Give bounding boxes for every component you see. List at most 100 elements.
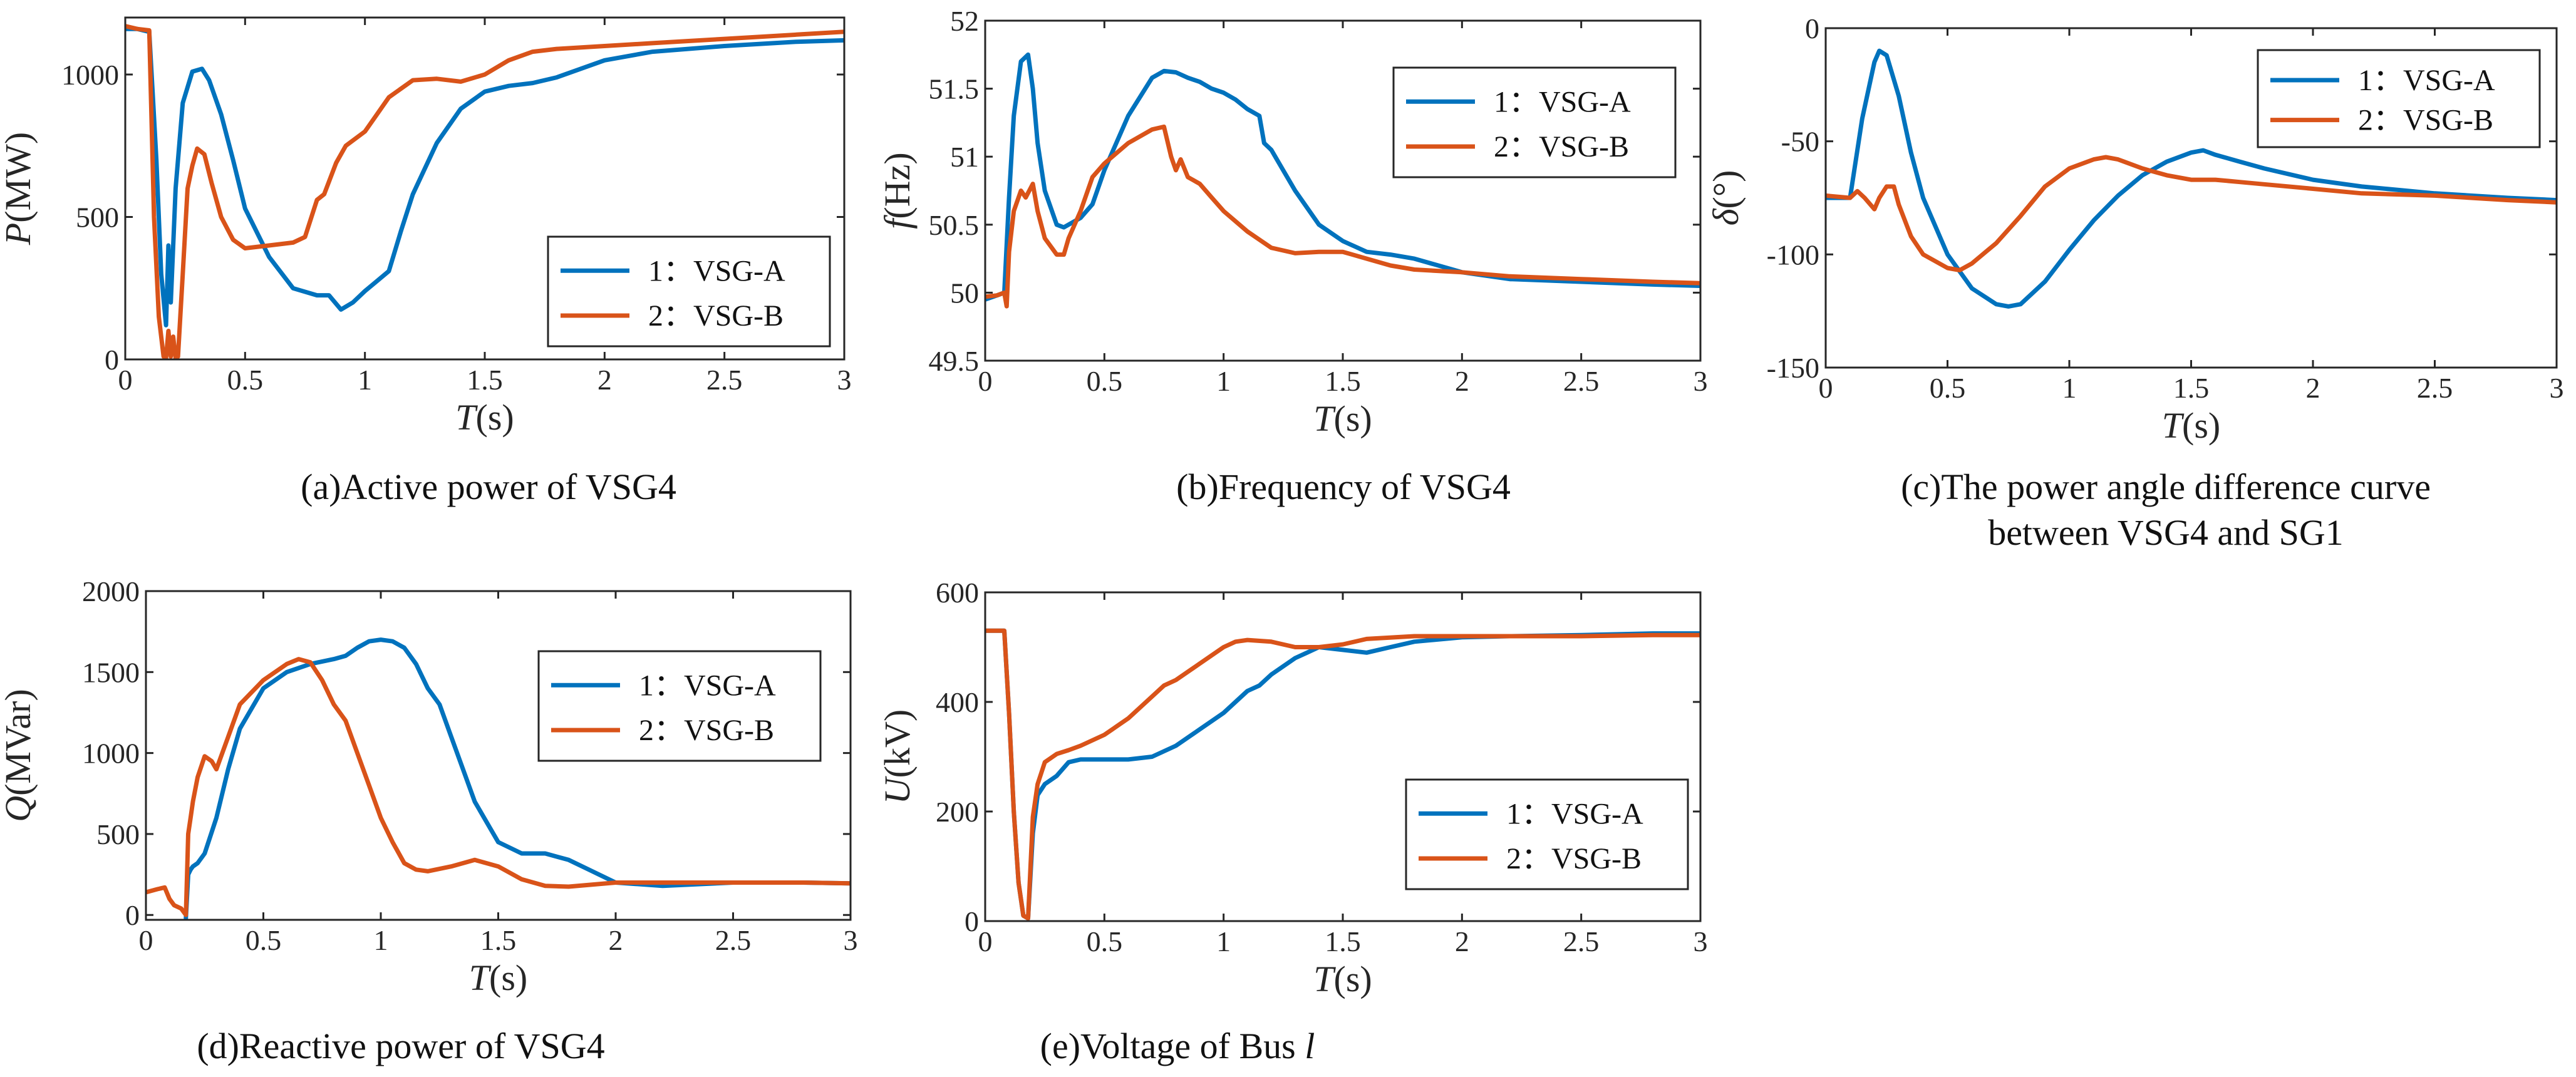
- x-tick-label: 0: [978, 365, 993, 397]
- x-axis-label: T(s): [455, 397, 514, 438]
- y-tick-label: -50: [1781, 126, 1819, 158]
- y-tick-label: 200: [936, 796, 979, 828]
- x-tick-label: 2.5: [706, 364, 743, 396]
- series-line-vsg-b: [1826, 155, 2557, 273]
- x-tick-label: 1: [358, 364, 372, 396]
- x-tick-label: 0: [139, 924, 153, 956]
- legend-label: 2：VSG-B: [639, 714, 774, 747]
- x-axis-label: T(s): [469, 957, 527, 998]
- chart-d-reactive-power: 0 0.5 1 1.5 2 2.5 3 0 500 1000 1500 2000 T(s) Q(MVar)…: [0, 575, 858, 1066]
- legend-label: 1：VSG-A: [2358, 64, 2495, 97]
- x-tick-label: 2.5: [715, 924, 752, 956]
- y-tick-label: 50.5: [929, 209, 980, 241]
- x-tick-label: 1: [1216, 925, 1231, 957]
- x-axis-label: T(s): [1313, 959, 1372, 999]
- x-axis-label: T(s): [1313, 398, 1372, 439]
- x-tick-label: 3: [1694, 925, 1708, 957]
- x-tick-label: 2.5: [1563, 365, 1600, 397]
- y-tick-label: 0: [965, 905, 979, 937]
- y-tick-label: -150: [1767, 352, 1819, 384]
- x-tick-label: 0.5: [227, 364, 264, 396]
- x-tick-label: 0: [978, 925, 993, 957]
- chart-caption: (d)Reactive power of VSG4: [197, 1026, 604, 1066]
- x-tick-label: 2: [597, 364, 612, 396]
- x-tick-label: 1: [2062, 372, 2077, 404]
- series-line-vsg-a: [1826, 48, 2557, 309]
- x-tick-label: 1.5: [1325, 365, 1361, 397]
- x-tick-label: 1.5: [1325, 925, 1361, 957]
- x-tick-label: 1.5: [480, 924, 517, 956]
- legend-label: 1：VSG-A: [1494, 85, 1631, 118]
- chart-caption: (a)Active power of VSG4: [301, 466, 676, 507]
- x-tick-label: 1: [1216, 365, 1231, 397]
- series-line-vsg-b: [146, 657, 851, 917]
- y-tick-label: 0: [105, 344, 119, 376]
- y-tick-label: -100: [1767, 239, 1819, 271]
- x-tick-label: 2.5: [2417, 372, 2453, 404]
- y-tick-label: 500: [76, 202, 119, 234]
- y-tick-label: 600: [936, 577, 979, 609]
- y-tick-label: 0: [125, 899, 140, 931]
- y-tick-label: 51: [950, 141, 979, 173]
- chart-b-frequency: 0 0.5 1 1.5 2 2.5 3 49.5 50 50.5 51 51.5 52 T(s) f(Hz)…: [877, 5, 1708, 507]
- series-line-vsg-b: [125, 24, 844, 359]
- y-tick-label: 2000: [82, 575, 140, 607]
- y-axis-label: Q(MVar): [0, 689, 38, 822]
- x-tick-label: 0.5: [1087, 365, 1123, 397]
- legend-label: 1：VSG-A: [648, 254, 785, 287]
- x-tick-label: 2: [1455, 925, 1469, 957]
- chart-e-voltage: 0 0.5 1 1.5 2 2.5 3 0 200 400 600 T(s) U(kV) 1：VSG-A 2…: [877, 577, 1708, 1066]
- x-tick-label: 2: [1455, 365, 1469, 397]
- y-tick-label: 0: [1805, 13, 1819, 44]
- x-tick-label: 2.5: [1563, 925, 1600, 957]
- x-tick-label: 0.5: [1930, 372, 1966, 404]
- y-tick-label: 400: [936, 686, 979, 718]
- chart-caption-line2: between VSG4 and SG1: [1988, 512, 2344, 553]
- x-tick-label: 1.5: [2173, 372, 2210, 404]
- legend-box: [547, 235, 831, 348]
- x-tick-label: 0.5: [1087, 925, 1123, 957]
- legend-label: 2：VSG-B: [1506, 842, 1642, 875]
- legend-label: 2：VSG-B: [2358, 104, 2493, 137]
- y-tick-label: 1000: [82, 738, 140, 770]
- chart-c-power-angle: 0 0.5 1 1.5 2 2.5 3 -150 -100 -50 0 T(s) δ(°) 1：VSG-A…: [1705, 13, 2564, 553]
- chart-caption: (b)Frequency of VSG4: [1176, 466, 1511, 507]
- legend-label: 2：VSG-B: [648, 299, 784, 332]
- series-line-vsg-a: [184, 637, 851, 920]
- legend-label: 1：VSG-A: [639, 669, 776, 702]
- series-line-vsg-a: [985, 52, 1700, 302]
- legend-box: [2257, 49, 2541, 148]
- legend-label: 1：VSG-A: [1506, 797, 1643, 830]
- y-axis-label: δ(°): [1705, 170, 1746, 226]
- x-tick-label: 0.5: [246, 924, 282, 956]
- chart-caption: (c)The power angle difference curve: [1901, 466, 2431, 507]
- legend-box: [1392, 66, 1677, 178]
- x-tick-label: 3: [2550, 372, 2564, 404]
- y-tick-label: 52: [950, 5, 979, 37]
- y-tick-label: 49.5: [929, 345, 980, 377]
- series-line-vsg-b: [985, 124, 1700, 309]
- chart-a-active-power: 0 0.5 1 1.5 2 2.5 3 0 500 1000 T(s) P(MW) 1：VSG-A 2：V…: [0, 16, 852, 507]
- legend-box: [537, 650, 822, 762]
- y-tick-label: 500: [96, 818, 140, 850]
- x-axis-label: T(s): [2162, 405, 2220, 446]
- series-line-vsg-a: [125, 26, 844, 327]
- y-tick-label: 1000: [61, 59, 119, 91]
- y-tick-label: 1500: [82, 656, 140, 688]
- y-axis-label: U(kV): [877, 709, 918, 804]
- x-tick-label: 3: [1694, 365, 1708, 397]
- x-tick-label: 1.5: [467, 364, 503, 396]
- x-tick-label: 1: [374, 924, 388, 956]
- x-tick-label: 0: [118, 364, 133, 396]
- legend-label: 2：VSG-B: [1494, 130, 1629, 163]
- x-tick-label: 3: [837, 364, 852, 396]
- x-tick-label: 0: [1819, 372, 1833, 404]
- x-tick-label: 2: [609, 924, 623, 956]
- y-tick-label: 51.5: [929, 73, 980, 105]
- legend-box: [1405, 778, 1689, 890]
- y-tick-label: 50: [950, 277, 979, 309]
- y-axis-label: P(MW): [0, 132, 38, 245]
- x-tick-label: 2: [2306, 372, 2320, 404]
- x-tick-label: 3: [844, 924, 858, 956]
